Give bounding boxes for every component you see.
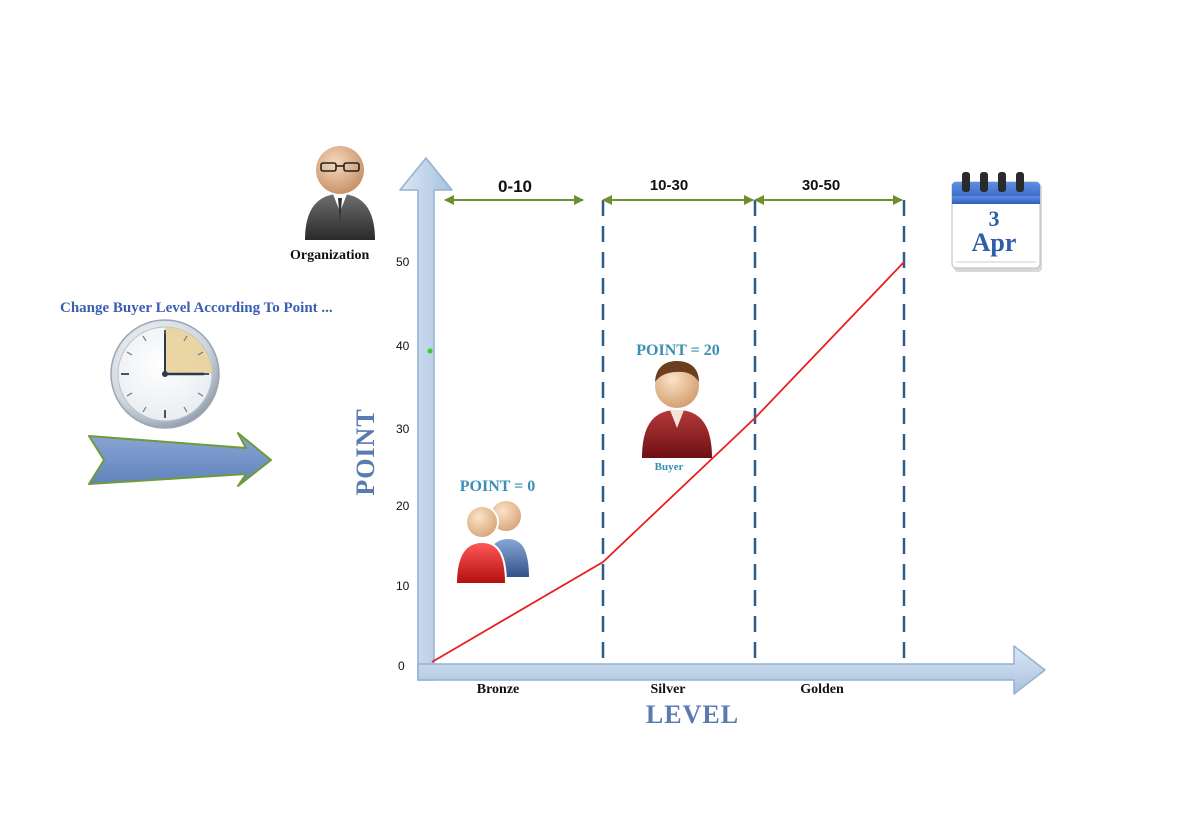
y-axis (399, 157, 453, 681)
y-tick-label: 40 (396, 339, 410, 353)
calendar-month: Apr (971, 228, 1017, 257)
calendar-icon (951, 172, 1042, 272)
level-label-golden: Golden (800, 682, 844, 697)
level-label-bronze: Bronze (476, 682, 520, 697)
y-tick-label: 20 (396, 499, 410, 513)
clock-icon (110, 319, 220, 429)
y-tick-label: 0 (398, 659, 405, 673)
organization-icon (305, 146, 375, 240)
range-label-30-50: 30-50 (801, 177, 841, 194)
range-label-0-10: 0-10 (497, 177, 533, 196)
buyer-label: Buyer (654, 461, 684, 473)
y-tick-label: 10 (396, 579, 410, 593)
point-annotation-silver: POINT = 20 (636, 342, 720, 359)
point-annotation-bronze: POINT = 0 (459, 478, 536, 495)
caption-text: Change Buyer Level According To Point ..… (60, 300, 333, 316)
green-dot (427, 348, 433, 354)
level-label-silver: Silver (650, 682, 686, 697)
y-tick-label: 30 (396, 422, 410, 436)
x-axis-title: LEVEL (645, 700, 740, 729)
y-axis-title: POINT (351, 408, 380, 496)
buyers-group-icon (454, 499, 532, 585)
range-label-10-30: 10-30 (649, 177, 689, 194)
y-tick-label: 50 (396, 255, 410, 269)
calendar-day: 3 (988, 206, 1000, 231)
process-arrow (88, 432, 272, 487)
point-line (431, 261, 905, 663)
buyer-icon (642, 361, 712, 458)
x-axis (417, 645, 1046, 695)
organization-label: Organization (290, 248, 370, 263)
